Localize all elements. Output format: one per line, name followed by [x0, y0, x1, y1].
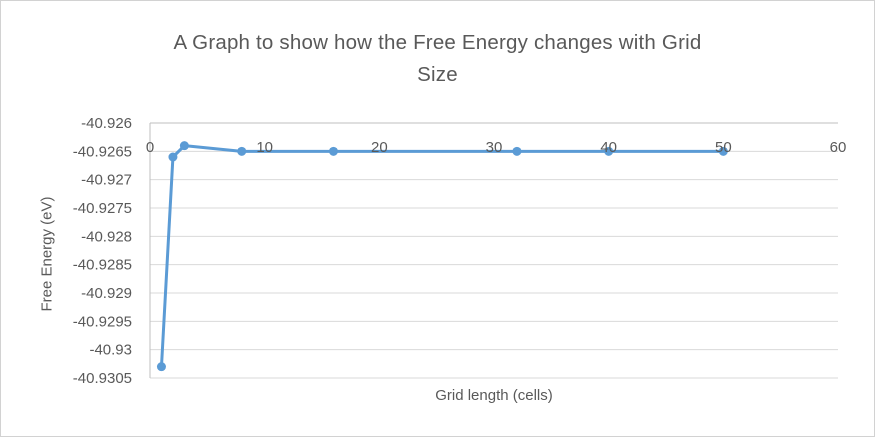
chart-title-line-2: Size [417, 63, 458, 86]
chart-title-line-1: A Graph to show how the Free Energy chan… [173, 31, 702, 54]
x-tick-label: 60 [830, 139, 847, 156]
data-point-marker [237, 146, 247, 156]
y-tick-label: -40.929 [81, 285, 132, 302]
data-point-marker [168, 152, 178, 162]
data-point-marker [604, 146, 614, 156]
x-tick-label: 0 [146, 139, 154, 156]
data-point-marker [718, 146, 728, 156]
data-point-marker [512, 146, 522, 156]
data-point-marker [156, 362, 166, 372]
x-tick-label: 30 [486, 139, 503, 156]
y-tick-label: -40.9305 [73, 370, 132, 387]
y-tick-label: -40.928 [81, 228, 132, 245]
data-point-marker [179, 141, 189, 151]
y-tick-label: -40.9275 [73, 200, 132, 217]
series-line [159, 144, 725, 369]
data-point-marker [328, 146, 338, 156]
y-tick-label: -40.9295 [73, 313, 132, 330]
y-tick-label: -40.9265 [73, 143, 132, 160]
x-tick-label: 10 [256, 139, 273, 156]
x-tick-label: 20 [371, 139, 388, 156]
y-tick-label: -40.926 [81, 115, 132, 132]
chart-title: A Graph to show how the Free Energy chan… [1, 27, 874, 91]
y-tick-label: -40.927 [81, 172, 132, 189]
x-tick-label: 40 [600, 139, 617, 156]
y-tick-label: -40.9285 [73, 257, 132, 274]
y-axis-title: Free Energy (eV) [38, 196, 56, 312]
x-tick-label: 50 [715, 139, 732, 156]
y-tick-label: -40.93 [89, 342, 132, 359]
x-axis-title: Grid length (cells) [435, 387, 553, 404]
